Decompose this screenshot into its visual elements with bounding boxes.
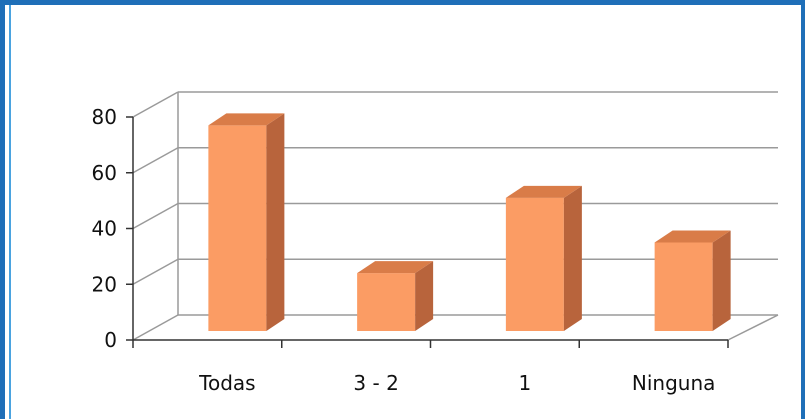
bar bbox=[208, 125, 267, 331]
bar-layer bbox=[208, 113, 731, 331]
label-layer: 0 20 40 60 80 Todas 3 - 2 1 Ninguna bbox=[92, 105, 716, 395]
bar-side bbox=[712, 230, 731, 331]
gridline-diagonal bbox=[132, 202, 179, 230]
y-tick-label: 40 bbox=[92, 217, 117, 241]
gridline-diagonal bbox=[132, 314, 179, 341]
bar-top bbox=[208, 113, 285, 126]
gridline-diagonal bbox=[132, 91, 179, 118]
y-tick-label: 0 bbox=[104, 328, 117, 352]
bar-side bbox=[266, 113, 285, 331]
frame-inner-edge bbox=[9, 5, 11, 419]
x-category-label: 1 bbox=[519, 371, 532, 395]
gridline-diagonal bbox=[132, 147, 179, 174]
axis-layer bbox=[126, 116, 729, 348]
bar-side bbox=[563, 185, 582, 331]
bar-top bbox=[505, 185, 582, 198]
bar bbox=[654, 242, 713, 331]
bar bbox=[357, 273, 416, 331]
y-tick-label: 20 bbox=[92, 272, 117, 296]
bar-top bbox=[357, 261, 434, 274]
x-category-label: Ninguna bbox=[632, 371, 716, 395]
y-tick-label: 80 bbox=[92, 105, 117, 129]
floor-edge-right bbox=[727, 314, 779, 341]
bar bbox=[505, 197, 564, 331]
bar-top bbox=[654, 230, 731, 243]
x-category-label: Todas bbox=[198, 371, 255, 395]
x-category-label: 3 - 2 bbox=[353, 371, 398, 395]
y-tick-label: 60 bbox=[92, 161, 117, 185]
bar-side bbox=[415, 261, 434, 331]
gridline-diagonal bbox=[132, 258, 179, 285]
